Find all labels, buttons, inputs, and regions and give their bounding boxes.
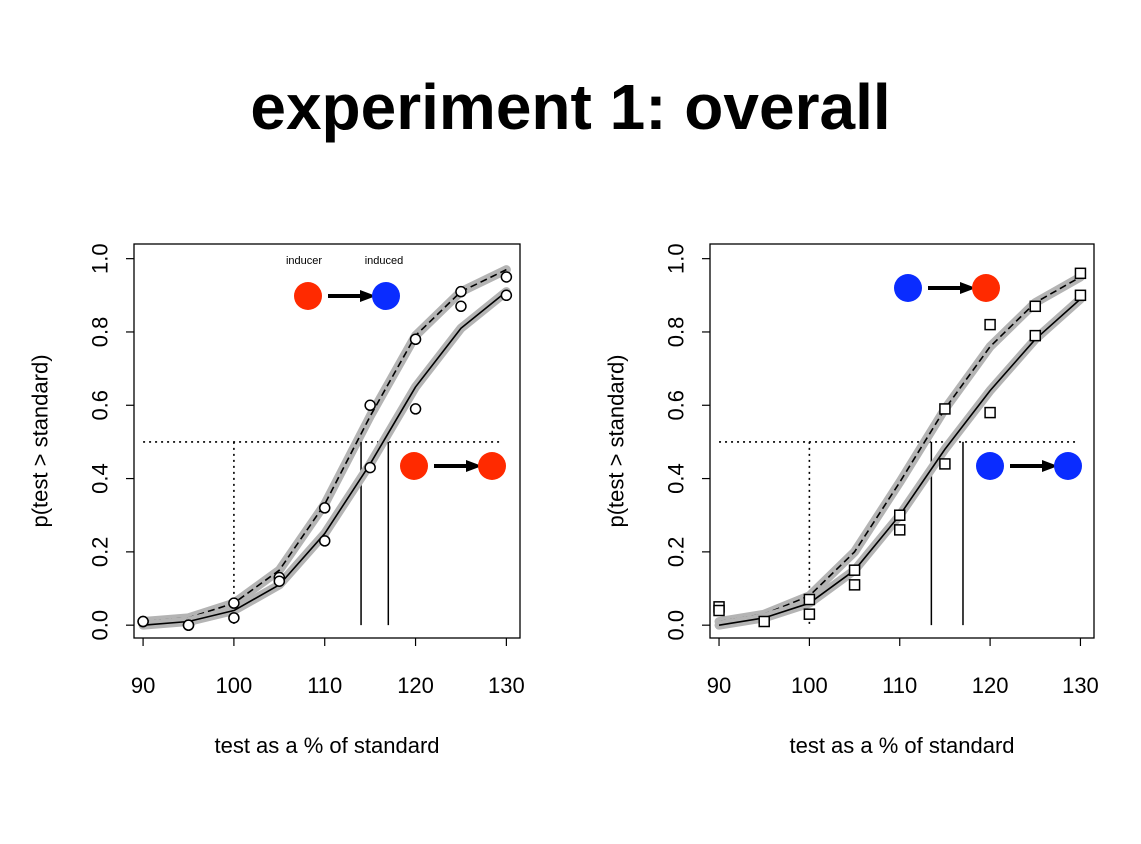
- confidence-band: [138, 265, 511, 627]
- inducer-disc: [976, 452, 1004, 480]
- legend-induced-label: induced: [365, 255, 404, 267]
- x-tick-label: 100: [216, 673, 253, 698]
- x-tick-label: 90: [707, 673, 731, 698]
- y-tick-label: 0.0: [88, 610, 113, 641]
- data-point: [939, 403, 951, 415]
- y-tick-label: 1.0: [664, 243, 689, 274]
- arrow-head: [960, 282, 976, 294]
- data-point: [984, 318, 996, 331]
- page-title: experiment 1: overall: [250, 71, 891, 143]
- plot-frame: [133, 243, 521, 639]
- data-point: [137, 615, 149, 628]
- y-tick-label: 1.0: [88, 243, 113, 274]
- data-point: [1074, 289, 1087, 302]
- arrow-head: [360, 290, 376, 302]
- data-point: [758, 615, 770, 628]
- data-point: [500, 289, 513, 302]
- data-point: [318, 502, 331, 514]
- legend-solid: [976, 452, 1082, 480]
- data-point: [1074, 267, 1087, 280]
- fit-line-dashed: [718, 276, 1081, 623]
- y-tick-label: 0.6: [664, 390, 689, 421]
- confidence-band: [714, 294, 1085, 630]
- data-point: [409, 403, 422, 415]
- confidence-band: [138, 287, 511, 630]
- y-tick-label: 0.4: [664, 463, 689, 494]
- induced-disc: [972, 274, 1000, 302]
- arrow-head: [1042, 460, 1058, 472]
- data-point: [318, 535, 331, 547]
- x-tick-label: 100: [791, 673, 828, 698]
- data-point: [848, 564, 861, 576]
- legend-dashed: [894, 274, 1000, 302]
- data-point: [893, 524, 906, 536]
- data-point: [803, 608, 816, 620]
- legend-dashed: [294, 282, 400, 310]
- legend-solid: [400, 452, 506, 480]
- data-point: [1029, 329, 1042, 342]
- x-tick-label: 120: [972, 673, 1009, 698]
- data-point: [848, 579, 861, 591]
- y-tick-label: 0.8: [664, 317, 689, 348]
- inducer-disc: [400, 452, 428, 480]
- data-point: [713, 604, 725, 617]
- fit-line-solid: [143, 291, 507, 626]
- data-point: [273, 575, 286, 587]
- y-tick-label: 0.2: [664, 537, 689, 568]
- induced-disc: [1054, 452, 1082, 480]
- chart-panel-right: 90 100 110 120 130 0.0 0.2 0.4 0.6 0.8 1.0 test as …: [604, 243, 1099, 758]
- y-tick-label: 0.8: [88, 317, 113, 348]
- data-point: [939, 458, 951, 470]
- data-point: [228, 612, 240, 624]
- legend-inducer-label: inducer: [286, 255, 322, 267]
- data-point: [182, 619, 195, 631]
- data-point: [803, 593, 816, 606]
- y-tick-label: 0.4: [88, 463, 113, 494]
- data-point: [364, 399, 376, 412]
- data-point: [409, 333, 422, 346]
- x-tick-label: 110: [307, 673, 342, 698]
- induced-disc: [372, 282, 400, 310]
- data-point: [893, 509, 906, 521]
- induced-disc: [478, 452, 506, 480]
- arrow-head: [466, 460, 482, 472]
- inducer-disc: [294, 282, 322, 310]
- inducer-disc: [894, 274, 922, 302]
- x-tick-label: 130: [488, 673, 525, 698]
- chart-panel-left: 90 100 110 120 130 0.0 0.2 0.4 0.6 0.8 1.0 test as …: [28, 243, 525, 758]
- data-point: [984, 406, 996, 419]
- y-tick-label: 0.0: [664, 610, 689, 641]
- data-point: [1029, 300, 1042, 313]
- data-point: [455, 285, 467, 298]
- confidence-band: [714, 272, 1085, 627]
- fit-line-dashed: [143, 268, 507, 623]
- y-axis-label: p(test > standard): [604, 354, 629, 527]
- x-tick-label: 110: [882, 673, 917, 698]
- data-point: [455, 300, 467, 313]
- data-point: [500, 271, 513, 283]
- x-axis-label: test as a % of standard: [214, 733, 439, 758]
- data-point: [228, 597, 240, 609]
- x-tick-label: 120: [397, 673, 434, 698]
- x-tick-label: 90: [131, 673, 155, 698]
- plot-frame: [709, 243, 1095, 639]
- y-tick-label: 0.6: [88, 390, 113, 421]
- data-point: [364, 461, 376, 474]
- y-axis-label: p(test > standard): [28, 354, 53, 527]
- x-tick-label: 130: [1062, 673, 1099, 698]
- x-axis-label: test as a % of standard: [789, 733, 1014, 758]
- y-tick-label: 0.2: [88, 537, 113, 568]
